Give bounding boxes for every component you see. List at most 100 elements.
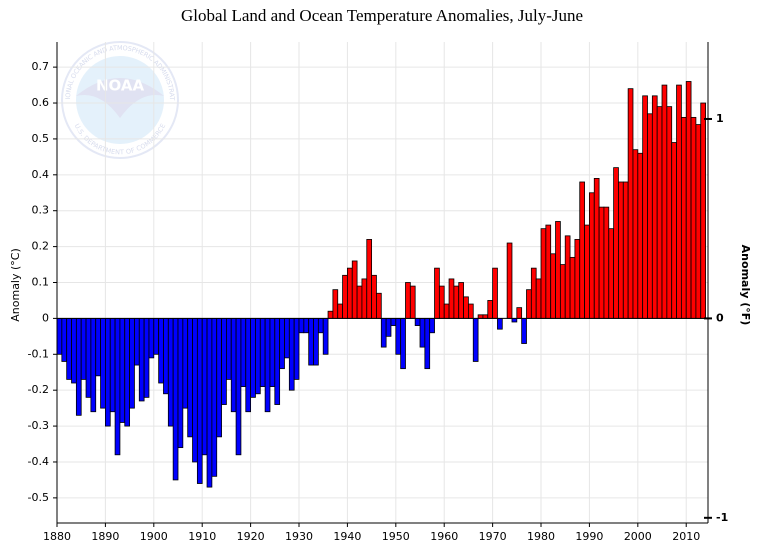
bar — [661, 84, 668, 319]
bar — [443, 303, 450, 319]
bar — [80, 317, 87, 380]
bar — [526, 289, 532, 319]
bar — [550, 253, 556, 319]
bar — [453, 285, 460, 319]
bar — [680, 116, 687, 319]
logo-bird — [76, 78, 164, 118]
bar — [516, 307, 523, 319]
y-tick-label: 0.2 — [32, 240, 50, 253]
bar — [192, 317, 198, 463]
bar — [424, 317, 431, 370]
bar — [579, 181, 585, 319]
y2-tick-label: -1 — [716, 511, 728, 524]
bar — [492, 267, 498, 319]
bar — [153, 317, 160, 355]
bar — [700, 102, 706, 319]
bar — [487, 300, 494, 319]
bar — [695, 124, 702, 319]
x-tick-label: 1900 — [140, 530, 168, 543]
bar — [308, 317, 314, 366]
bar — [651, 95, 658, 319]
bar — [385, 317, 392, 337]
bar — [134, 317, 140, 366]
bar — [85, 317, 92, 398]
y2-tick-label: 0 — [716, 311, 724, 324]
y-tick-label: 0.1 — [32, 276, 50, 289]
bar — [656, 106, 663, 319]
logo: NOAA NATIONAL OCEANIC AND ATMOSPHERIC AD… — [0, 0, 179, 159]
bar — [637, 152, 644, 319]
bar — [535, 278, 542, 319]
bar — [376, 292, 382, 319]
bar — [468, 303, 474, 319]
bar — [647, 113, 653, 319]
bar — [361, 278, 368, 319]
bar — [463, 296, 469, 319]
x-tick-label: 1920 — [237, 530, 265, 543]
x-tick-label: 1960 — [430, 530, 458, 543]
x-tick-label: 2010 — [672, 530, 700, 543]
bar — [269, 317, 276, 387]
bar — [506, 242, 513, 319]
bar — [337, 303, 343, 319]
logo-name: NOAA — [96, 77, 145, 95]
y-tick-label: 0.6 — [32, 96, 50, 109]
bar — [114, 317, 121, 456]
x-tick-label: 1890 — [91, 530, 119, 543]
bar — [216, 317, 222, 438]
bar — [405, 282, 411, 319]
bar — [555, 221, 561, 319]
bar — [589, 192, 595, 319]
bar — [298, 317, 305, 334]
bar — [226, 317, 232, 380]
y-tick-label: -0.3 — [28, 419, 49, 432]
bar — [569, 256, 576, 319]
bar — [119, 317, 126, 423]
y-tick-label: 0.7 — [32, 60, 50, 73]
bar — [676, 84, 682, 319]
bar — [618, 181, 624, 319]
bar — [187, 317, 193, 438]
bar — [245, 317, 252, 413]
bar — [371, 274, 377, 319]
bar — [347, 267, 353, 319]
bar — [458, 282, 464, 319]
x-tick-label: 2000 — [624, 530, 652, 543]
bar — [293, 317, 300, 380]
bar — [284, 317, 290, 359]
x-tick-label: 1970 — [479, 530, 507, 543]
y-tick-label: 0.3 — [32, 204, 50, 217]
bar — [429, 317, 435, 334]
bar — [313, 317, 319, 366]
bar — [482, 314, 489, 319]
x-tick-label: 1940 — [333, 530, 361, 543]
bar — [259, 317, 266, 387]
y-tick-label: 0.4 — [32, 168, 50, 181]
bar — [511, 317, 518, 323]
bar — [530, 267, 537, 319]
x-tick-label: 1930 — [285, 530, 313, 543]
bar — [235, 317, 242, 456]
bar — [540, 228, 547, 319]
bar — [279, 317, 285, 370]
bar — [438, 285, 445, 319]
bar — [56, 317, 63, 355]
bar — [613, 167, 619, 319]
bar — [448, 278, 455, 319]
x-tick-label: 1880 — [43, 530, 71, 543]
bar — [105, 317, 111, 427]
bar — [71, 317, 77, 384]
x-tick-label: 1980 — [527, 530, 555, 543]
y-tick-label: -0.4 — [28, 455, 49, 468]
bar — [66, 317, 72, 380]
bar — [627, 88, 634, 319]
bar — [327, 310, 334, 319]
y-tick-label: -0.5 — [28, 491, 49, 504]
bar — [642, 95, 648, 319]
bar — [671, 142, 677, 319]
bar — [409, 285, 416, 319]
bar — [177, 317, 184, 449]
bar — [395, 317, 402, 355]
bar — [148, 317, 155, 359]
